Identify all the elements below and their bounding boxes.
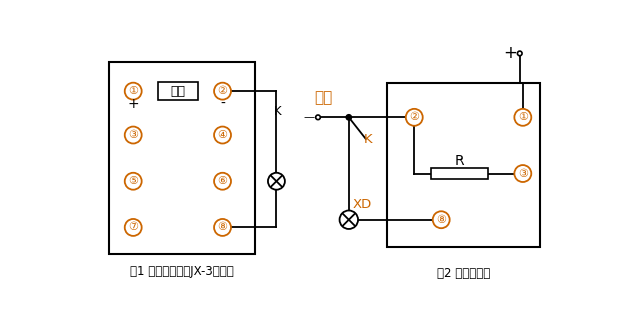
Text: ④: ④ (218, 130, 228, 140)
Text: ⑦: ⑦ (128, 222, 138, 233)
Text: ③: ③ (518, 169, 528, 178)
Bar (388, 83, 540, 247)
Circle shape (214, 83, 231, 99)
Circle shape (125, 127, 142, 143)
Text: ⑤: ⑤ (128, 176, 138, 186)
Circle shape (316, 115, 320, 120)
Text: ①: ① (518, 112, 528, 122)
Text: +: + (128, 97, 139, 111)
Circle shape (125, 219, 142, 236)
Circle shape (406, 109, 423, 126)
Text: 电源: 电源 (170, 85, 185, 98)
Text: ②: ② (409, 112, 419, 122)
Circle shape (433, 211, 450, 228)
Text: 电源: 电源 (314, 91, 332, 106)
Text: K: K (274, 105, 282, 118)
Circle shape (518, 51, 522, 56)
Text: ⑥: ⑥ (218, 176, 228, 186)
Circle shape (340, 210, 358, 229)
Text: ⑧: ⑧ (218, 222, 228, 233)
Circle shape (214, 219, 231, 236)
Text: XD: XD (353, 198, 372, 211)
Text: K: K (364, 133, 373, 146)
Bar (109, 62, 255, 254)
Circle shape (125, 83, 142, 99)
Text: ②: ② (218, 86, 228, 96)
Text: -: - (220, 97, 225, 111)
Text: ⑧: ⑧ (436, 215, 446, 225)
Circle shape (125, 173, 142, 190)
Circle shape (346, 115, 351, 120)
Bar (158, 82, 198, 100)
Circle shape (268, 173, 285, 190)
Bar (431, 168, 488, 179)
Text: +: + (504, 44, 518, 62)
Text: 图2 试验接线图: 图2 试验接线图 (437, 267, 490, 280)
Text: R: R (455, 154, 465, 168)
Text: ①: ① (128, 86, 138, 96)
Circle shape (214, 127, 231, 143)
Circle shape (514, 165, 531, 182)
Text: 图1 嵌入式继电器JX-3端子图: 图1 嵌入式继电器JX-3端子图 (130, 265, 234, 278)
Circle shape (514, 109, 531, 126)
Text: —: — (303, 112, 314, 122)
Text: ③: ③ (128, 130, 138, 140)
Circle shape (214, 173, 231, 190)
